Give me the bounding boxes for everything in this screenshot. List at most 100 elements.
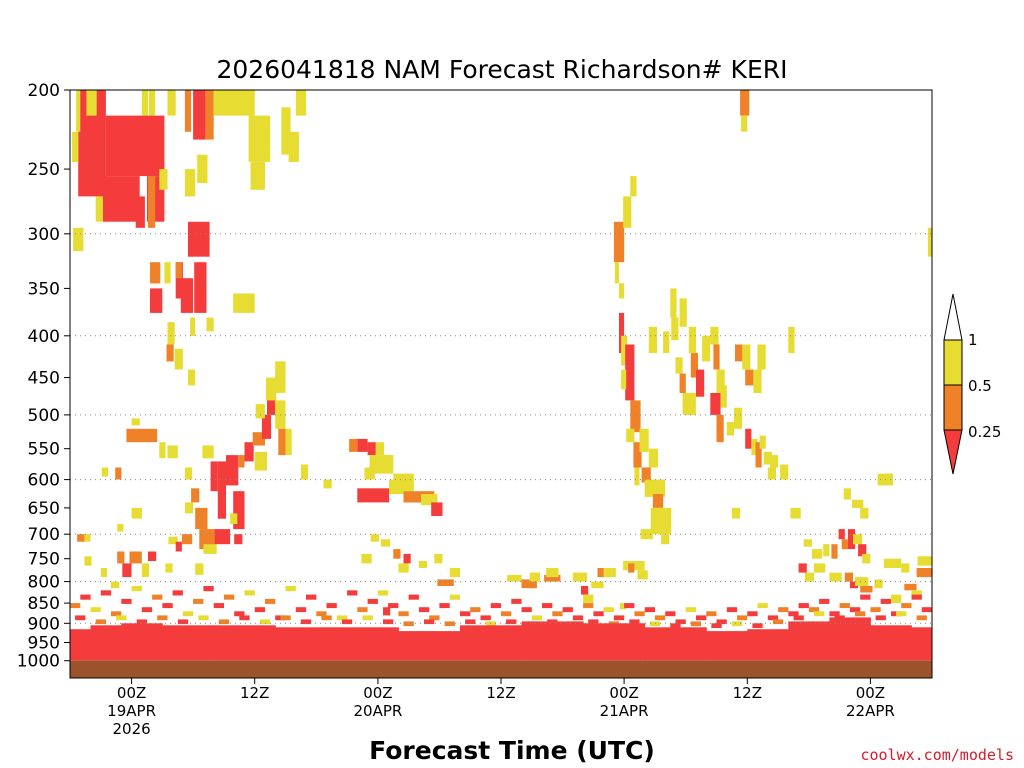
ri-surface-band	[90, 625, 122, 661]
y-tick-label: 550	[28, 440, 60, 460]
ri-cell	[288, 131, 299, 162]
ri-cell	[429, 615, 440, 621]
ri-surface-band	[162, 625, 215, 661]
ri-cell	[152, 594, 163, 600]
ri-cell	[623, 196, 632, 228]
ri-cell	[696, 615, 707, 621]
ri-cell	[583, 594, 594, 603]
ri-cell	[84, 556, 92, 566]
ri-cell	[218, 619, 230, 625]
legend-swatch-0.5-1	[943, 339, 963, 386]
ri-cell	[73, 227, 84, 252]
ri-cell	[841, 539, 848, 550]
ri-cell	[205, 90, 214, 140]
ri-cell	[613, 615, 625, 621]
ri-cell	[626, 428, 635, 443]
ri-cell	[230, 513, 238, 524]
y-tick-label: 750	[28, 550, 60, 570]
ri-cell	[628, 563, 635, 573]
y-tick-label: 350	[28, 279, 60, 299]
ri-cell	[916, 615, 927, 621]
ri-cell	[437, 579, 454, 586]
ri-cell	[819, 598, 830, 604]
ri-cell	[129, 551, 142, 564]
ri-cell	[254, 451, 267, 471]
ri-cell	[295, 607, 307, 613]
y-tick-label: 200	[28, 81, 60, 101]
ri-surface-band	[70, 629, 91, 661]
x-tick-label: 12Z	[733, 684, 762, 702]
y-tick-label: 1000	[17, 652, 60, 672]
ri-cell	[849, 607, 861, 613]
ri-cell	[166, 344, 174, 362]
ri-cell	[737, 615, 748, 621]
ri-cell	[434, 553, 443, 564]
ri-cell	[167, 322, 175, 345]
ri-cell	[321, 615, 332, 621]
ri-cell	[444, 621, 455, 627]
ri-cell	[172, 590, 183, 596]
ri-cell	[644, 607, 655, 613]
ri-cell	[418, 607, 430, 613]
ri-cell	[182, 611, 194, 617]
ri-cell	[911, 594, 922, 600]
ri-cell	[195, 507, 208, 530]
ri-cell	[203, 544, 217, 554]
y-tick-label: 900	[28, 614, 60, 634]
ri-cell	[711, 623, 722, 628]
ri-cell	[148, 176, 156, 228]
ri-cell	[136, 619, 147, 625]
ri-cell	[679, 373, 686, 393]
ri-cell	[226, 455, 239, 486]
ri-cell	[90, 607, 101, 613]
ri-cell	[798, 563, 807, 573]
ri-cell	[544, 574, 561, 582]
ri-cell	[164, 262, 171, 284]
ri-cell	[927, 227, 932, 257]
ri-cell	[780, 464, 789, 480]
ri-cell	[248, 115, 271, 162]
ri-cell	[195, 563, 204, 575]
ri-cell	[572, 572, 588, 582]
ri-cell	[162, 603, 173, 609]
ri-cell	[449, 568, 460, 578]
ri-cell	[552, 611, 563, 617]
ri-surface-band	[121, 623, 163, 661]
ri-cell	[367, 442, 376, 456]
ri-cell	[788, 326, 795, 354]
ri-cell	[829, 611, 840, 617]
ri-cell	[682, 393, 696, 415]
ri-cell	[193, 598, 204, 604]
ri-cell	[393, 549, 401, 559]
ri-cell	[403, 553, 411, 564]
ri-cell	[101, 467, 108, 477]
ri-cell	[234, 534, 243, 545]
ri-cell	[177, 619, 189, 625]
ri-cell	[135, 196, 145, 228]
color-legend: 1 0.5 0.25	[943, 293, 1001, 475]
ri-cell	[696, 369, 705, 397]
y-tick-label: 850	[28, 594, 60, 614]
ri-cell	[839, 603, 850, 609]
x-axis-title: Forecast Time (UTC)	[369, 736, 655, 765]
ri-cell	[403, 491, 435, 503]
ri-cell	[883, 558, 902, 568]
ri-cell	[870, 607, 881, 613]
ri-cell	[896, 611, 907, 617]
ri-cell	[755, 442, 762, 468]
ri-cell	[852, 499, 864, 508]
ri-cell	[625, 344, 635, 401]
ri-cell	[844, 572, 853, 582]
ri-cell	[157, 615, 168, 621]
ri-surface-band	[398, 631, 461, 661]
ri-cell	[383, 607, 391, 616]
ri-cell	[403, 621, 414, 627]
ri-cell	[648, 448, 658, 468]
ri-cell	[588, 619, 599, 625]
ri-cell	[803, 539, 812, 547]
ri-cell	[285, 586, 296, 592]
ri-cell	[168, 536, 178, 545]
ri-cell	[620, 603, 627, 610]
ri-cell	[814, 563, 826, 573]
ri-cell	[100, 590, 112, 596]
